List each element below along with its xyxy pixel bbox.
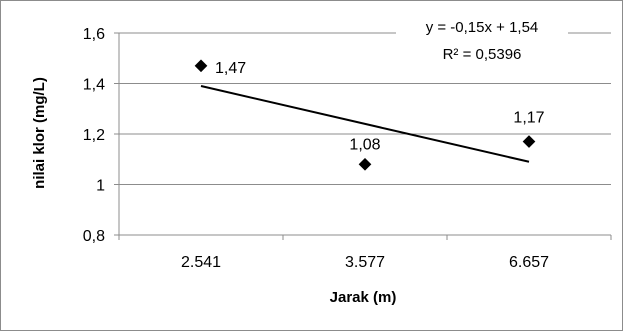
data-label: 1,08: [349, 136, 380, 153]
trendline-equation: y = -0,15x + 1,54: [426, 19, 539, 36]
tick-labels: 0,8 1 1,2 1,4 1,6 2.541 3.577 6.657: [83, 26, 549, 271]
trendline-layer: [200, 85, 530, 163]
data-labels: 1,47 1,08 1,17: [215, 60, 545, 153]
data-label: 1,17: [513, 110, 544, 127]
data-point-marker: [521, 133, 537, 150]
x-tick-label: 3.577: [345, 254, 385, 271]
equation-background: [396, 16, 568, 66]
trendline: [200, 85, 530, 163]
x-tick-label: 2.541: [181, 254, 221, 271]
trendline-r-squared: R² = 0,5396: [443, 46, 522, 63]
y-tick-label: 1,6: [83, 26, 105, 43]
data-point-marker: [357, 156, 373, 173]
y-tick-label: 1,2: [83, 127, 105, 144]
data-label: 1,47: [215, 60, 246, 77]
y-axis-title: nilai klor (mg/L): [31, 77, 48, 189]
y-tick-label: 1: [96, 178, 105, 195]
y-tick-label: 1,4: [83, 77, 105, 94]
x-tick-label: 6.657: [509, 254, 549, 271]
axes: [114, 32, 612, 240]
data-points: [193, 58, 537, 173]
data-point-marker: [193, 58, 209, 74]
y-tick-label: 0,8: [83, 228, 105, 245]
x-axis-title: Jarak (m): [330, 289, 397, 306]
